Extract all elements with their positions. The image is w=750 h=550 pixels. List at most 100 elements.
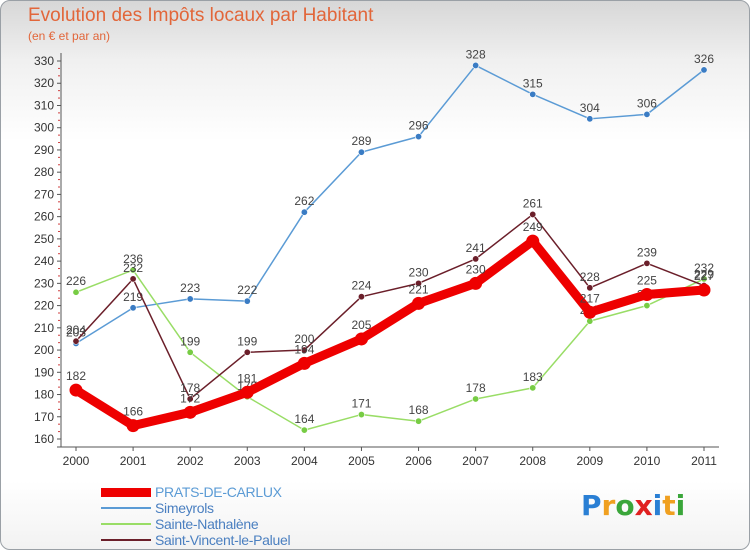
y-tick-label: 330 — [34, 54, 54, 68]
data-label-prats-de-carlux: 205 — [351, 318, 371, 332]
data-point-sainte-nathal-ne — [472, 395, 480, 403]
data-label-prats-de-carlux: 230 — [466, 262, 486, 276]
data-point-sainte-nathal-ne — [186, 348, 194, 356]
data-label-sainte-nathal-ne: 171 — [351, 397, 371, 411]
x-tick-label: 2001 — [120, 454, 147, 468]
logo-letter: o — [615, 489, 635, 522]
y-tick-label: 230 — [34, 276, 54, 290]
y-tick-label: 280 — [34, 165, 54, 179]
y-minor-tick — [58, 312, 60, 314]
data-point-simeyrols — [186, 295, 194, 303]
y-minor-tick — [58, 245, 60, 247]
y-minor-tick — [58, 230, 60, 232]
y-minor-tick — [58, 134, 60, 136]
legend-swatch — [101, 523, 151, 525]
logo-letter: x — [634, 489, 653, 522]
y-minor-tick — [58, 290, 60, 292]
y-minor-tick — [58, 319, 60, 321]
data-label-simeyrols: 219 — [123, 290, 143, 304]
y-minor-tick — [58, 334, 60, 336]
data-point-prats-de-carlux — [297, 356, 311, 370]
y-minor-tick — [58, 67, 60, 69]
data-label-prats-de-carlux: 194 — [294, 342, 314, 356]
data-point-saint-vincent-le-paluel — [472, 255, 480, 263]
data-label-prats-de-carlux: 249 — [523, 220, 543, 234]
data-label-saint-vincent-le-paluel: 239 — [637, 245, 657, 259]
y-tick-label: 160 — [34, 432, 54, 446]
data-label-prats-de-carlux: 225 — [637, 273, 657, 287]
y-tick-label: 220 — [34, 299, 54, 313]
data-point-sainte-nathal-ne — [300, 426, 308, 434]
data-label-saint-vincent-le-paluel: 241 — [466, 241, 486, 255]
data-point-saint-vincent-le-paluel — [300, 346, 308, 354]
data-label-sainte-nathal-ne: 236 — [123, 252, 143, 266]
data-label-sainte-nathal-ne: 199 — [180, 334, 200, 348]
data-label-prats-de-carlux: 182 — [66, 369, 86, 383]
data-point-simeyrols — [700, 66, 708, 74]
data-label-simeyrols: 328 — [466, 47, 486, 61]
y-tick-label: 260 — [34, 210, 54, 224]
data-label-simeyrols: 222 — [237, 283, 257, 297]
data-point-simeyrols — [529, 90, 537, 98]
proxiti-logo: Proxiti — [581, 489, 685, 522]
data-point-prats-de-carlux — [640, 287, 654, 301]
data-point-saint-vincent-le-paluel — [415, 279, 423, 287]
data-point-saint-vincent-le-paluel — [243, 348, 251, 356]
data-point-simeyrols — [357, 148, 365, 156]
x-tick-label: 2004 — [291, 454, 318, 468]
data-label-saint-vincent-le-paluel: 229 — [694, 268, 714, 282]
y-minor-tick — [58, 164, 60, 166]
data-label-sainte-nathal-ne: 178 — [466, 381, 486, 395]
data-point-prats-de-carlux — [469, 276, 483, 290]
data-label-prats-de-carlux: 221 — [409, 282, 429, 296]
data-point-simeyrols — [472, 61, 480, 69]
y-tick-label: 290 — [34, 143, 54, 157]
legend-swatch — [101, 507, 151, 509]
data-label-prats-de-carlux: 227 — [694, 269, 714, 283]
data-label-sainte-nathal-ne: 164 — [294, 412, 314, 426]
data-point-prats-de-carlux — [526, 234, 540, 248]
data-point-sainte-nathal-ne — [72, 288, 80, 296]
data-label-sainte-nathal-ne: 168 — [409, 403, 429, 417]
data-label-simeyrols: 262 — [294, 194, 314, 208]
y-minor-tick — [58, 401, 60, 403]
legend-swatch — [101, 539, 151, 541]
y-minor-tick — [58, 208, 60, 210]
y-minor-tick — [58, 142, 60, 144]
legend-label: PRATS-DE-CARLUX — [155, 484, 282, 500]
y-minor-tick — [58, 275, 60, 277]
y-minor-tick — [58, 431, 60, 433]
y-tick-label: 300 — [34, 121, 54, 135]
data-label-prats-de-carlux: 166 — [123, 405, 143, 419]
y-minor-tick — [58, 342, 60, 344]
data-label-simeyrols: 223 — [180, 281, 200, 295]
data-point-sainte-nathal-ne — [529, 384, 537, 392]
data-point-prats-de-carlux — [697, 283, 711, 297]
y-minor-tick — [58, 364, 60, 366]
data-point-sainte-nathal-ne — [586, 317, 594, 325]
data-point-prats-de-carlux — [240, 385, 254, 399]
series-line-simeyrols — [75, 64, 705, 345]
x-tick-label: 2009 — [576, 454, 603, 468]
data-point-saint-vincent-le-paluel — [643, 259, 651, 267]
y-minor-tick — [58, 423, 60, 425]
data-label-saint-vincent-le-paluel: 228 — [580, 270, 600, 284]
y-minor-tick — [58, 90, 60, 92]
y-minor-tick — [58, 119, 60, 121]
series-line-prats-de-carlux — [71, 236, 709, 431]
y-minor-tick — [58, 253, 60, 255]
y-minor-tick — [58, 75, 60, 77]
data-point-prats-de-carlux — [583, 305, 597, 319]
data-point-prats-de-carlux — [412, 296, 426, 310]
data-point-prats-de-carlux — [126, 419, 140, 433]
legend-label: Saint-Vincent-le-Paluel — [155, 532, 291, 548]
data-point-saint-vincent-le-paluel — [586, 284, 594, 292]
legend-label: Sainte-Nathalène — [155, 516, 259, 532]
data-label-sainte-nathal-ne: 226 — [66, 274, 86, 288]
data-label-saint-vincent-le-paluel: 204 — [66, 323, 86, 337]
y-tick-label: 200 — [34, 343, 54, 357]
y-tick-label: 320 — [34, 76, 54, 90]
x-tick-label: 2010 — [634, 454, 661, 468]
y-minor-tick — [58, 223, 60, 225]
data-point-prats-de-carlux — [69, 383, 83, 397]
